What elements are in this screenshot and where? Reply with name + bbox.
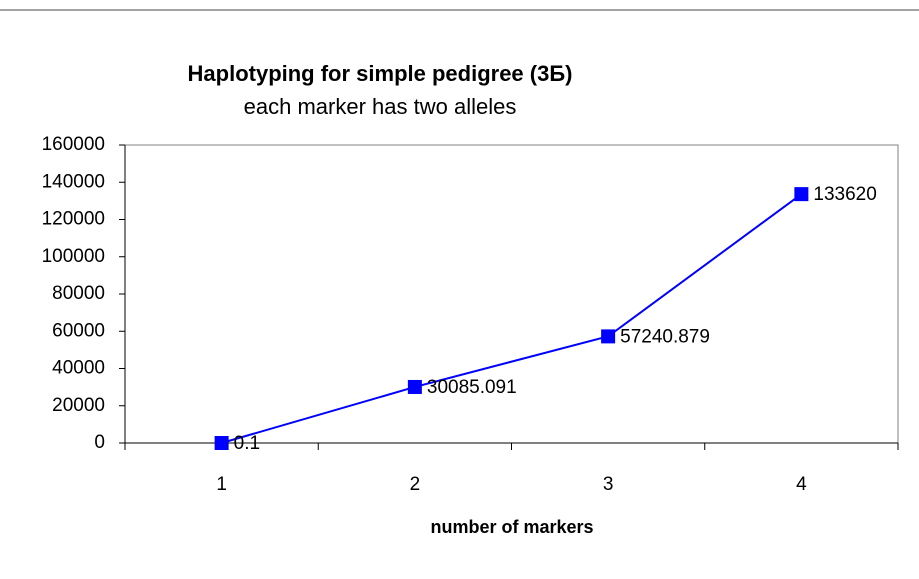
y-tick-label: 140000 [42,171,105,192]
plot-area [124,144,899,444]
x-axis-label: number of markers [430,517,593,537]
line [221,193,802,444]
data-label: 57240.879 [620,326,710,347]
y-tick-label: 100000 [42,246,105,267]
data-label: 133620 [813,184,876,205]
marker [407,379,422,394]
y-tick-label: 40000 [52,358,105,379]
x-tick-label: 3 [603,474,614,495]
x-tick-label: 4 [796,474,807,495]
marker [601,329,616,344]
x-tick-label: 2 [410,474,421,495]
data-label: 0.1 [234,433,260,454]
marker [794,187,809,202]
y-tick-label: 20000 [52,395,105,416]
chart-subtitle: each marker has two alleles [244,94,517,119]
y-tick-label: 0 [94,432,105,453]
y-tick-label: 80000 [52,283,105,304]
y-tick-label: 120000 [42,209,105,230]
x-tick-label: 1 [216,474,227,495]
marker [214,435,229,450]
chart-title: Haplotyping for simple pedigree (3Б) [188,61,573,86]
y-tick-label: 160000 [42,134,105,155]
data-label: 30085.091 [427,377,517,398]
y-tick-label: 60000 [52,320,105,341]
